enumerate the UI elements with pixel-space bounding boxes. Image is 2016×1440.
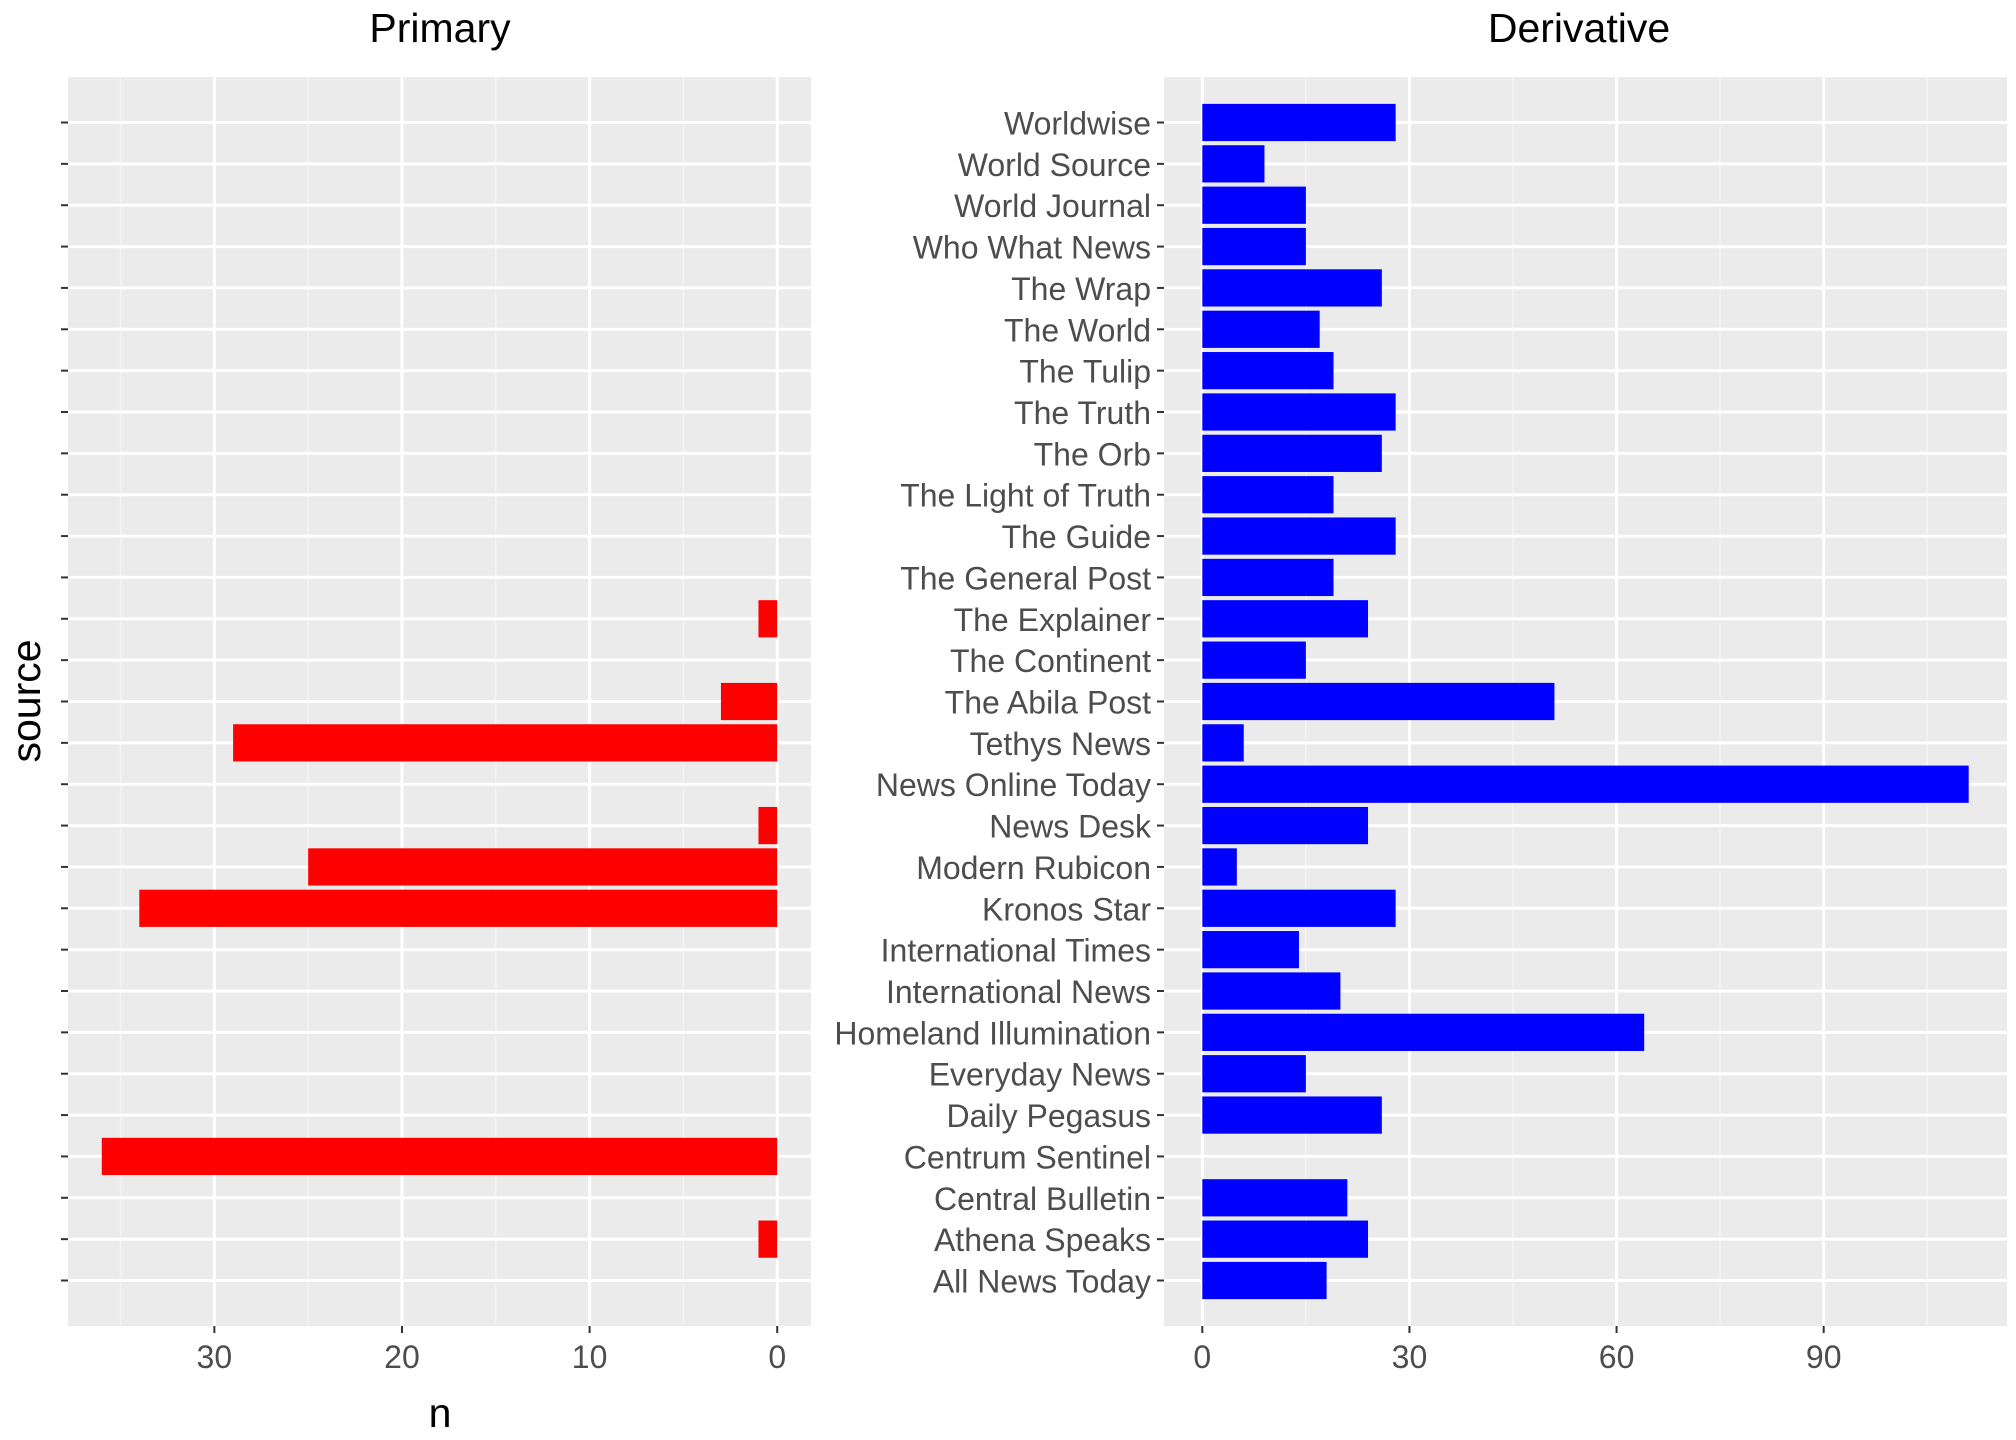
derivative-bar-modern-rubicon bbox=[1202, 848, 1237, 886]
derivative-bar-the-guide bbox=[1202, 517, 1396, 555]
derivative-bar-international-news bbox=[1202, 972, 1341, 1010]
primary-title: Primary bbox=[369, 5, 511, 51]
derivative-bar-athena-speaks bbox=[1202, 1220, 1369, 1258]
derivative-bar-tethys-news bbox=[1202, 724, 1244, 762]
derivative-bar-the-general-post bbox=[1202, 558, 1334, 597]
derivative-bar-daily-pegasus bbox=[1202, 1096, 1382, 1134]
derivative-bar-the-tulip bbox=[1202, 352, 1334, 390]
category-label: World Journal bbox=[954, 188, 1151, 224]
primary-y-ticks bbox=[61, 121, 68, 1282]
category-label: All News Today bbox=[933, 1264, 1151, 1300]
y-axis-label: source bbox=[3, 639, 49, 762]
category-label: The Truth bbox=[1014, 395, 1151, 431]
derivative-bar-kronos-star bbox=[1202, 889, 1396, 927]
category-label: News Online Today bbox=[876, 767, 1151, 803]
primary-bar-news-desk bbox=[758, 806, 778, 845]
category-label: Centrum Sentinel bbox=[904, 1139, 1151, 1175]
category-label: Who What News bbox=[913, 230, 1151, 266]
derivative-bar-world-journal bbox=[1202, 186, 1306, 224]
category-label: The Guide bbox=[1002, 519, 1151, 555]
derivative-bar-the-abila-post bbox=[1202, 682, 1555, 721]
derivative-bars bbox=[1202, 103, 1969, 1300]
derivative-bar-the-wrap bbox=[1202, 269, 1382, 307]
derivative-x-tick-label: 0 bbox=[1193, 1339, 1211, 1375]
derivative-bar-worldwise bbox=[1202, 103, 1396, 142]
category-label: Central Bulletin bbox=[934, 1181, 1151, 1217]
category-label: The Explainer bbox=[954, 602, 1152, 638]
category-label: International Times bbox=[881, 933, 1151, 969]
primary-x-tick-label: 30 bbox=[197, 1339, 233, 1375]
derivative-bar-the-light-of-truth bbox=[1202, 476, 1334, 514]
category-label: The World bbox=[1004, 312, 1151, 348]
category-label: Athena Speaks bbox=[934, 1222, 1151, 1258]
primary-x-tick-label: 0 bbox=[768, 1339, 786, 1375]
derivative-bar-the-explainer bbox=[1202, 600, 1369, 638]
derivative-x-axis: 0 30 60 90 bbox=[1193, 1326, 1841, 1375]
primary-gridlines bbox=[68, 77, 811, 1326]
primary-x-axis: 30 20 10 0 bbox=[197, 1326, 786, 1375]
derivative-bar-news-online-today bbox=[1202, 765, 1969, 803]
derivative-bar-central-bulletin bbox=[1202, 1179, 1348, 1217]
derivative-bar-the-orb bbox=[1202, 434, 1382, 472]
category-label: Tethys News bbox=[970, 726, 1151, 762]
derivative-bar-who-what-news bbox=[1202, 227, 1306, 266]
derivative-bar-news-desk bbox=[1202, 806, 1369, 845]
primary-x-tick-label: 10 bbox=[572, 1339, 608, 1375]
category-label: Daily Pegasus bbox=[946, 1098, 1151, 1134]
primary-x-tick-label: 20 bbox=[384, 1339, 420, 1375]
derivative-bar-homeland-illumination bbox=[1202, 1013, 1645, 1051]
primary-x-axis-label: n bbox=[429, 1390, 452, 1436]
derivative-bar-the-truth bbox=[1202, 393, 1396, 431]
category-label: The Abila Post bbox=[945, 685, 1151, 721]
category-label: Kronos Star bbox=[982, 891, 1151, 927]
derivative-bar-world-source bbox=[1202, 145, 1265, 183]
primary-bar-tethys-news bbox=[233, 724, 778, 762]
derivative-bar-everyday-news bbox=[1202, 1055, 1306, 1093]
category-label: The Light of Truth bbox=[900, 478, 1151, 514]
derivative-title: Derivative bbox=[1488, 5, 1670, 51]
primary-bar-modern-rubicon bbox=[308, 848, 778, 886]
category-label: The General Post bbox=[900, 560, 1151, 596]
category-label: Homeland Illumination bbox=[834, 1015, 1151, 1051]
category-label: The Continent bbox=[950, 643, 1151, 679]
category-label: The Orb bbox=[1034, 436, 1151, 472]
derivative-x-tick-label: 90 bbox=[1806, 1339, 1842, 1375]
derivative-x-tick-label: 60 bbox=[1599, 1339, 1635, 1375]
primary-bar-centrum-sentinel bbox=[101, 1137, 778, 1176]
category-label: World Source bbox=[958, 147, 1151, 183]
category-label: The Tulip bbox=[1019, 354, 1151, 390]
category-label: Modern Rubicon bbox=[916, 850, 1151, 886]
primary-bar-athena-speaks bbox=[758, 1220, 778, 1258]
category-label: News Desk bbox=[989, 809, 1152, 845]
primary-bar-the-abila-post bbox=[720, 682, 778, 721]
category-label: International News bbox=[886, 974, 1151, 1010]
derivative-bar-the-continent bbox=[1202, 641, 1306, 679]
derivative-y-axis: Worldwise World Source World Journal Who Wh… bbox=[834, 105, 1164, 1300]
primary-panel: Primary 30 20 10 0 n source bbox=[3, 5, 811, 1436]
derivative-panel: Derivative Worldwise World Source World Jo… bbox=[834, 5, 2007, 1375]
category-label: Worldwise bbox=[1004, 105, 1151, 141]
primary-bar-the-explainer bbox=[758, 600, 778, 638]
primary-bar-kronos-star bbox=[139, 889, 778, 927]
derivative-bar-the-world bbox=[1202, 310, 1320, 348]
derivative-bar-international-times bbox=[1202, 931, 1299, 969]
derivative-x-tick-label: 30 bbox=[1392, 1339, 1428, 1375]
category-label: The Wrap bbox=[1011, 271, 1151, 307]
primary-bars bbox=[101, 600, 778, 1258]
category-label: Everyday News bbox=[929, 1057, 1151, 1093]
derivative-bar-all-news-today bbox=[1202, 1261, 1327, 1300]
